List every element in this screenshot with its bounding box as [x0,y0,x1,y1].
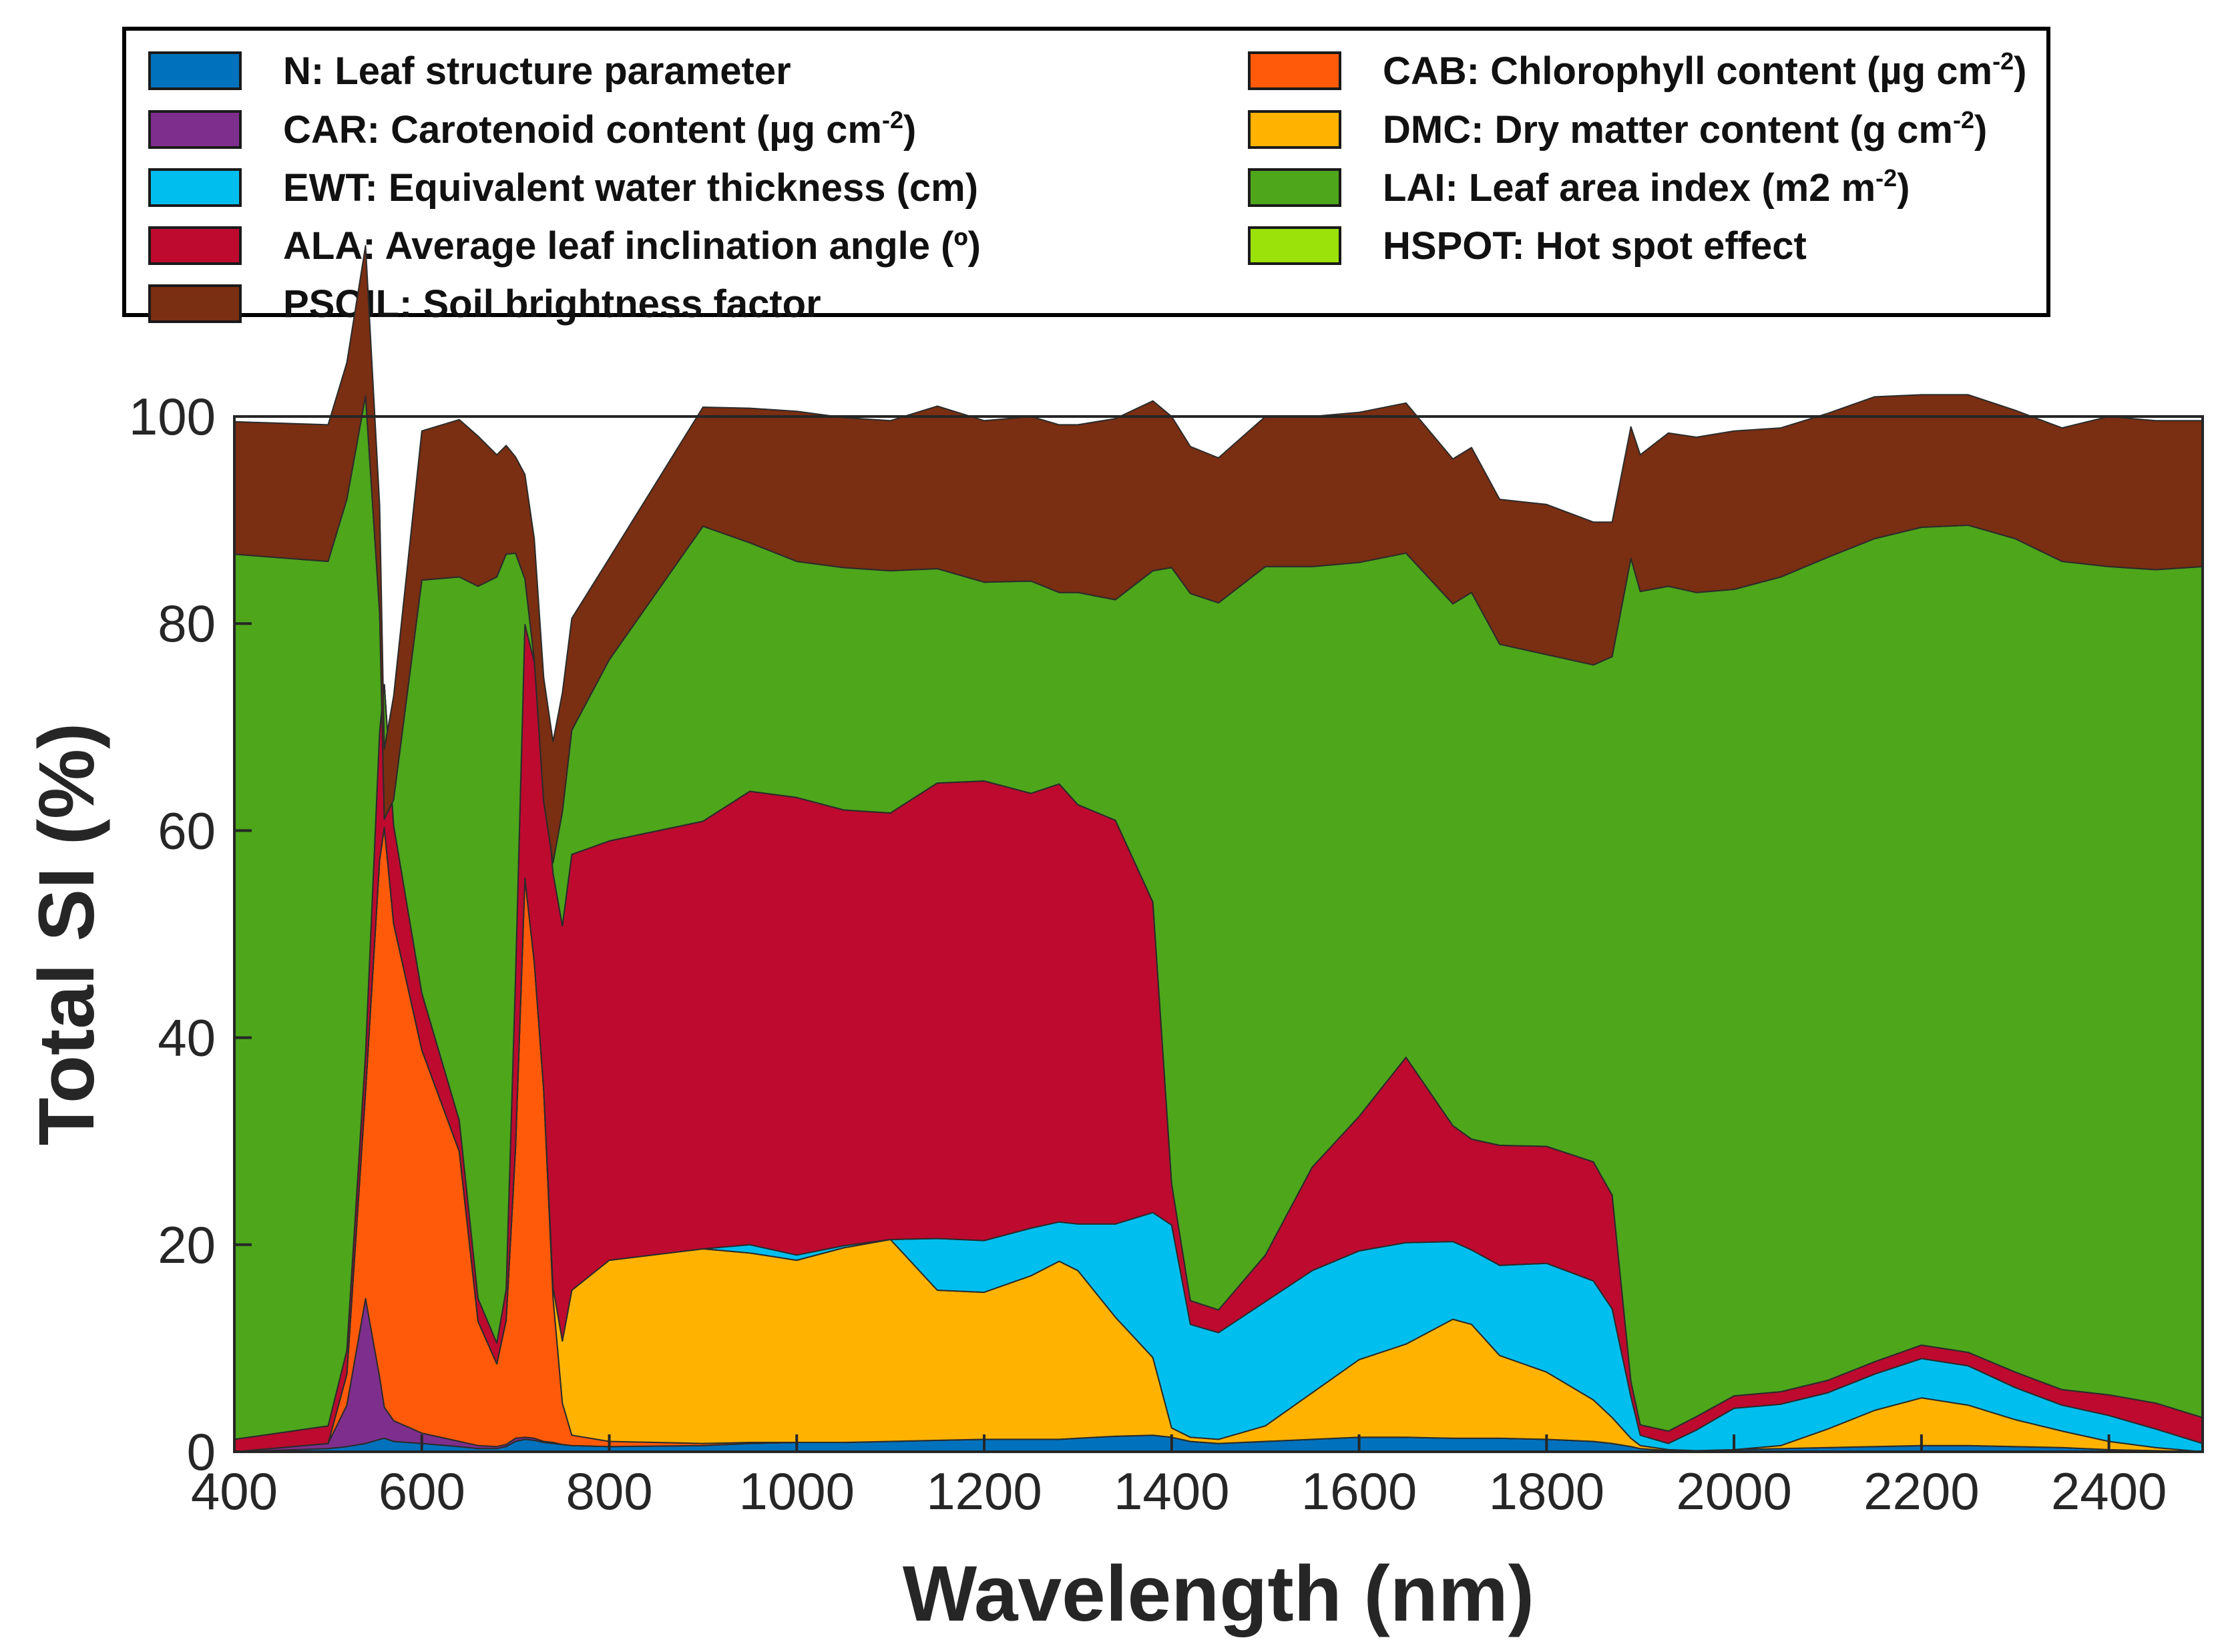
x-axis-ticks: 400 600 800 1000 1200 1400 1600 1800 2000 2200 240… [191,1434,2167,1521]
legend-item-ala: ALA: Average leaf inclination angle (º) [148,222,981,269]
legend-label-dmc: DMC: Dry matter content (g cm-2) [1383,105,1988,152]
legend-label-cab: CAB: Chlorophyll content (µg cm-2) [1383,47,2027,93]
plot-frame [233,415,2204,1453]
x-tick-label: 2400 [2051,1462,2167,1521]
y-tick-label: 60 [158,801,216,860]
legend-label-psoil: PSOIL: Soil brightness factor [283,282,821,326]
legend-swatch-cab [1248,51,1341,90]
x-tick-label: 800 [566,1462,652,1521]
x-axis-title: Wavelength (nm) [903,1550,1534,1638]
legend-label-lai: LAI: Leaf area index (m2 m-2) [1383,164,1910,210]
y-axis-ticks: 0 20 40 60 80 100 [129,387,252,1481]
legend-swatch-n [148,51,242,90]
legend-swatch-hspot [1248,226,1341,265]
legend-swatch-psoil [148,284,242,323]
legend-item-dmc: DMC: Dry matter content (g cm-2) [1248,106,1987,153]
legend-box: N: Leaf structure parameter CAR: Caroteno… [122,27,2050,326]
x-tick-label: 1800 [1489,1462,1605,1521]
legend-swatch-lai [1248,168,1341,207]
stacked-areas [234,245,2203,1452]
y-tick-label: 100 [129,387,216,446]
x-tick-label: 2200 [1863,1462,1980,1521]
x-tick-label: 600 [379,1462,465,1521]
y-tick-label: 40 [158,1009,216,1067]
legend-item-n: N: Leaf structure parameter [148,47,791,94]
legend-swatch-car [148,110,242,149]
legend-label-ala: ALA: Average leaf inclination angle (º) [283,224,981,268]
legend-label-hspot: HSPOT: Hot spot effect [1383,224,1807,268]
x-tick-label: 1400 [1114,1462,1230,1521]
legend-item-hspot: HSPOT: Hot spot effect [1248,222,1807,269]
legend-label-ewt: EWT: Equivalent water thickness (cm) [283,166,979,210]
x-tick-label: 400 [191,1462,278,1521]
legend-swatch-dmc [1248,110,1341,149]
legend-swatch-ewt [148,168,242,207]
legend-label-car: CAR: Carotenoid content (µg cm-2) [283,105,917,152]
x-tick-label: 2000 [1676,1462,1792,1521]
legend-item-cab: CAB: Chlorophyll content (µg cm-2) [1248,47,2026,94]
legend-item-ewt: EWT: Equivalent water thickness (cm) [148,164,978,211]
legend-swatch-ala [148,226,242,265]
y-tick-label: 0 [187,1422,216,1481]
x-tick-label: 1000 [739,1462,855,1521]
legend-item-psoil: PSOIL: Soil brightness factor [148,280,821,327]
y-tick-label: 20 [158,1215,216,1274]
legend-label-n: N: Leaf structure parameter [283,49,791,93]
legend-item-car: CAR: Carotenoid content (µg cm-2) [148,106,916,153]
y-tick-label: 80 [158,594,216,653]
y-axis-title: Total SI (%) [23,723,111,1146]
x-tick-label: 1200 [926,1462,1042,1521]
x-tick-label: 1600 [1301,1462,1417,1521]
legend-item-lai: LAI: Leaf area index (m2 m-2) [1248,164,1910,211]
